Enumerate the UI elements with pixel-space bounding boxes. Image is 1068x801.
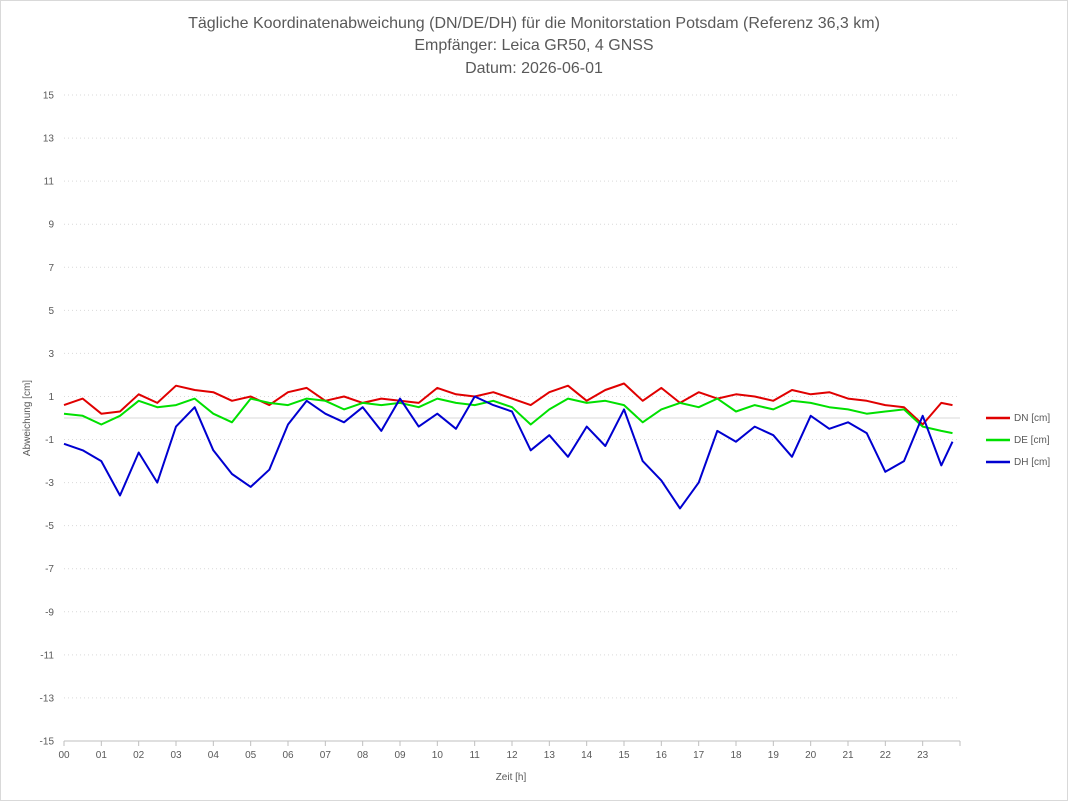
x-tick-22: 22: [880, 750, 892, 761]
x-tick-06: 06: [282, 750, 294, 761]
x-tick-20: 20: [805, 750, 817, 761]
x-tick-18: 18: [730, 750, 742, 761]
chart-title-line-3: Datum: 2026-06-01: [465, 60, 603, 77]
y-tick-3: 3: [48, 349, 54, 360]
y-tick--11: -11: [40, 650, 54, 661]
x-axis: 00 01 02 03 04 05 06 07 08 09 10 11 12 13 14 15 16 17 18 19…: [58, 740, 961, 761]
chart-title-line-2: Empfänger: Leica GR50, 4 GNSS: [414, 37, 653, 54]
y-tick-5: 5: [48, 306, 54, 317]
y-tick-1: 1: [48, 392, 54, 403]
x-tick-03: 03: [170, 750, 182, 761]
x-tick-09: 09: [394, 750, 406, 761]
y-axis-title: Abweichung [cm]: [22, 380, 33, 456]
y-tick--3: -3: [45, 478, 54, 489]
series-line-dn: [63, 382, 953, 426]
legend: DN [cm] DE [cm] DH [cm]: [986, 413, 1050, 468]
series-line-de: [63, 397, 953, 435]
x-tick-14: 14: [581, 750, 593, 761]
y-tick--5: -5: [45, 521, 54, 532]
series-lines: [63, 382, 954, 510]
x-tick-13: 13: [544, 750, 556, 761]
x-tick-07: 07: [320, 750, 332, 761]
x-tick-16: 16: [656, 750, 668, 761]
legend-label-de: DE [cm]: [1014, 435, 1050, 446]
x-tick-15: 15: [618, 750, 630, 761]
x-tick-21: 21: [842, 750, 854, 761]
y-tick--7: -7: [45, 564, 54, 575]
y-tick-11: 11: [44, 177, 55, 188]
y-tick--15: -15: [40, 737, 55, 748]
y-tick-7: 7: [48, 263, 54, 274]
x-tick-11: 11: [469, 750, 480, 761]
y-tick--9: -9: [45, 607, 54, 618]
y-tick-13: 13: [43, 134, 55, 145]
legend-label-dn: DN [cm]: [1014, 413, 1050, 424]
x-tick-17: 17: [693, 750, 705, 761]
series-line-dh: [63, 395, 954, 510]
x-tick-01: 01: [96, 750, 108, 761]
legend-label-dh: DH [cm]: [1014, 457, 1050, 468]
x-tick-12: 12: [506, 750, 518, 761]
x-tick-23: 23: [917, 750, 929, 761]
x-tick-02: 02: [133, 750, 145, 761]
x-tick-04: 04: [208, 750, 220, 761]
x-tick-08: 08: [357, 750, 369, 761]
x-tick-10: 10: [432, 750, 444, 761]
y-tick--13: -13: [40, 693, 55, 704]
y-tick-15: 15: [43, 91, 55, 102]
y-tick-9: 9: [48, 220, 54, 231]
x-tick-00: 00: [58, 750, 70, 761]
y-tick-labels: 15 13 11 9 7 5 3 1 -1 -3 -5 -7 -9 -11 -13 -15: [40, 91, 55, 748]
x-tick-05: 05: [245, 750, 257, 761]
y-tick--1: -1: [45, 435, 54, 446]
x-axis-title: Zeit [h]: [496, 772, 527, 783]
x-tick-19: 19: [768, 750, 780, 761]
chart-title-line-1: Tägliche Koordinatenabweichung (DN/DE/DH…: [188, 15, 880, 32]
